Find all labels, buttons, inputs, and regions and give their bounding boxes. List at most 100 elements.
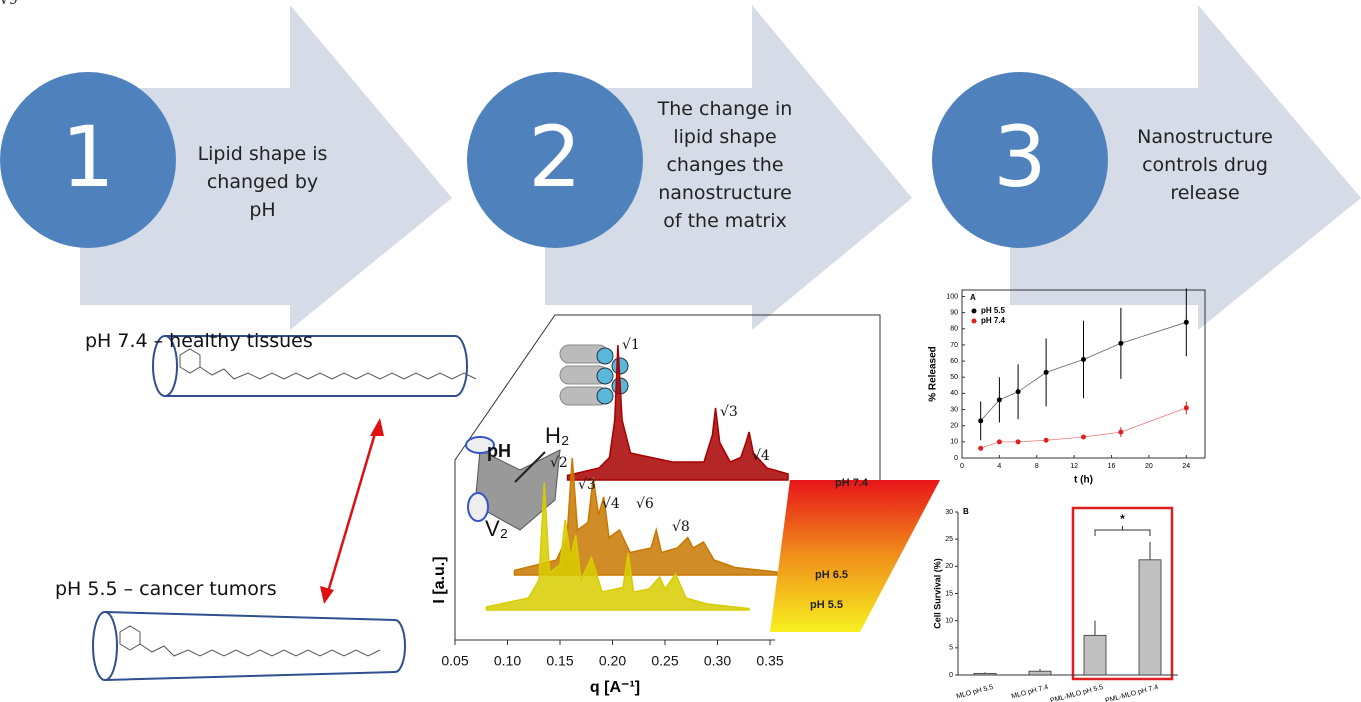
x-tick-label: 24: [1182, 463, 1190, 470]
y-axis-label: Cell Survival (%): [932, 558, 942, 629]
x-tick-label: 12: [1070, 463, 1078, 470]
data-point: [1015, 389, 1021, 395]
series-label: pH 5.5: [810, 599, 843, 611]
x-tick-label: 0.05: [441, 653, 468, 669]
annotation: *: [1120, 512, 1125, 526]
data-point: [996, 397, 1002, 403]
step-number: 1: [61, 108, 115, 206]
x-tick-label: 4: [997, 463, 1001, 470]
y-axis-label: % Released: [928, 346, 939, 402]
x-tick-label: 0.25: [651, 653, 678, 669]
x-axis-label: q [A⁻¹]: [590, 679, 640, 696]
peak-label: √2: [550, 455, 568, 471]
peak-label: √6: [636, 496, 654, 512]
y-tick-label: 30: [945, 509, 953, 516]
saxs-curve: [513, 457, 778, 576]
step-circle: [467, 72, 643, 248]
annotation: V₂: [485, 516, 508, 541]
legend-label: pH 7.4: [981, 316, 1006, 325]
x-tick-label: 20: [1145, 463, 1153, 470]
data-point: [978, 418, 984, 424]
x-tick-label: 8: [1035, 463, 1039, 470]
molecule-label: pH 5.5 – cancer tumors: [55, 578, 277, 600]
y-tick-label: 80: [950, 326, 958, 333]
highlight-box: [1071, 506, 1174, 681]
peak-label: √3: [578, 477, 596, 493]
y-tick-label: 20: [945, 563, 953, 570]
step-text: Lipid shape is changed by pH: [197, 143, 328, 221]
y-tick-label: 50: [950, 374, 958, 381]
x-tick-label: 0.15: [546, 653, 573, 669]
y-tick-label: 100: [946, 293, 958, 300]
y-tick-label: 20: [950, 423, 958, 430]
chart-title: B: [963, 507, 969, 516]
phase-arrow: [514, 451, 546, 483]
legend-marker: [971, 308, 977, 314]
y-tick-label: 90: [950, 309, 958, 316]
step-number: 3: [993, 108, 1047, 206]
peak-label: √4: [602, 496, 620, 512]
data-point: [978, 445, 984, 451]
arrow: [545, 5, 912, 330]
y-tick-label: 5: [949, 645, 953, 652]
peak-label: √1: [622, 337, 640, 353]
step-circle: [0, 72, 176, 248]
x-tick-label: MLO pH 7.4: [1011, 684, 1049, 701]
molecule-label: pH 7.4 – healthy tissues: [85, 330, 313, 352]
molecule-cylinder: [92, 611, 406, 681]
molecule-structure: [119, 625, 381, 657]
data-point: [1015, 439, 1021, 445]
x-tick-label: PML-MLO pH 5.5: [1050, 684, 1105, 702]
saxs-curve: [485, 482, 750, 611]
significance-bracket: [1094, 526, 1151, 536]
y-tick-label: 10: [950, 439, 958, 446]
annotation: H₂: [545, 423, 569, 448]
saxs-curve: [566, 344, 789, 481]
x-tick-label: 16: [1108, 463, 1116, 470]
x-tick-label: 0.20: [599, 653, 626, 669]
y-tick-label: 30: [950, 406, 958, 413]
bar: [1028, 670, 1052, 676]
bar: [973, 672, 997, 676]
step-text: The change in lipid shape changes the na…: [657, 98, 793, 232]
series-label: pH 6.5: [815, 569, 848, 581]
series-line: [980, 407, 1187, 449]
cubic-icon: [465, 436, 561, 531]
data-point: [1183, 319, 1189, 325]
data-point: [1081, 434, 1086, 440]
y-tick-label: 0: [954, 455, 958, 462]
series-label: pH 7.4: [835, 477, 869, 489]
legend-label: pH 5.5: [981, 306, 1006, 315]
y-tick-label: 40: [950, 390, 958, 397]
plot-frame: [961, 289, 1206, 459]
step-circle: [932, 72, 1108, 248]
bar: [1083, 634, 1107, 676]
x-axis-label: t (h): [1074, 475, 1093, 486]
data-point: [1118, 429, 1124, 435]
arrow: [1010, 5, 1361, 330]
data-point: [1118, 340, 1124, 346]
annotation: pH: [487, 441, 511, 461]
x-tick-label: PML-MLO pH 7.4: [1105, 684, 1160, 702]
arrow: [80, 5, 452, 330]
data-point: [1183, 405, 1189, 411]
chart-title: A: [970, 293, 976, 302]
molecule-structure: [179, 348, 477, 380]
y-tick-label: 10: [945, 618, 953, 625]
y-tick-label: 15: [945, 590, 953, 597]
x-tick-label: 0.35: [756, 653, 783, 669]
bar: [1138, 559, 1162, 676]
x-tick-label: 0.10: [494, 653, 521, 669]
molecule-cylinder: [152, 335, 468, 397]
step-text: Nanostructure controls drug release: [1137, 126, 1273, 204]
x-tick-label: MLO pH 5.5: [956, 684, 994, 701]
ph-plane: [770, 480, 940, 632]
x-tick-label: 0.30: [704, 653, 731, 669]
data-point: [1043, 437, 1049, 443]
peak-label: √9: [0, 0, 18, 8]
step-number: 2: [528, 108, 582, 206]
y-tick-label: 0: [949, 672, 953, 679]
y-tick-label: 60: [950, 358, 958, 365]
double-arrow: [320, 418, 384, 604]
